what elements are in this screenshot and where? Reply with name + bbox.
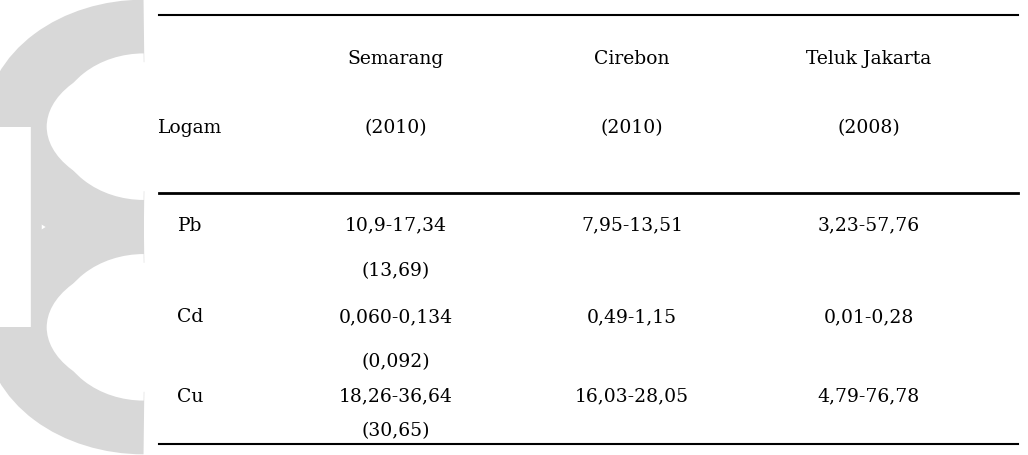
Text: 18,26-36,64: 18,26-36,64: [339, 387, 452, 405]
Text: (2010): (2010): [601, 118, 663, 136]
Text: 0,01-0,28: 0,01-0,28: [823, 307, 914, 325]
Text: Cu: Cu: [177, 387, 204, 405]
Text: (30,65): (30,65): [362, 421, 430, 439]
Text: Cd: Cd: [177, 307, 204, 325]
Text: Teluk Jakarta: Teluk Jakarta: [806, 50, 931, 68]
Text: 0,060-0,134: 0,060-0,134: [338, 307, 453, 325]
Text: 0,49-1,15: 0,49-1,15: [587, 307, 677, 325]
Text: Pb: Pb: [178, 216, 203, 234]
Text: 3,23-57,76: 3,23-57,76: [817, 216, 920, 234]
Text: (2010): (2010): [365, 118, 427, 136]
Text: 4,79-76,78: 4,79-76,78: [817, 387, 920, 405]
Text: Cirebon: Cirebon: [594, 50, 670, 68]
Text: (13,69): (13,69): [362, 262, 430, 280]
Text: (2008): (2008): [837, 118, 901, 136]
Text: Logam: Logam: [158, 118, 222, 136]
Text: 16,03-28,05: 16,03-28,05: [575, 387, 690, 405]
Text: Semarang: Semarang: [347, 50, 444, 68]
Text: 10,9-17,34: 10,9-17,34: [344, 216, 447, 234]
Text: 7,95-13,51: 7,95-13,51: [581, 216, 684, 234]
Text: (0,092): (0,092): [362, 353, 430, 371]
